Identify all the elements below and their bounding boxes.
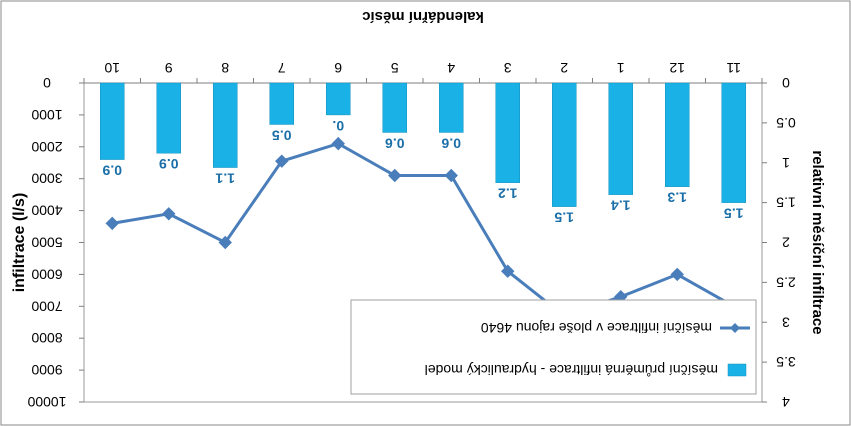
left-axis-tick-label: 0	[782, 75, 790, 91]
right-axis-tick-label: 7000	[31, 298, 62, 314]
bar-data-label: 1.1	[215, 171, 235, 187]
category-tick-label: 5	[391, 60, 399, 76]
bar	[382, 82, 407, 133]
bar	[156, 82, 181, 154]
bar	[495, 82, 520, 183]
right-axis-title: infiltrace (l/s)	[11, 193, 28, 293]
category-tick-label: 4	[447, 60, 455, 76]
category-tick-label: 3	[504, 60, 512, 76]
right-axis-tick-label: 0	[43, 75, 51, 91]
right-axis-tick-label: 8000	[31, 330, 62, 346]
left-axis-tick-label: 3.5	[776, 354, 796, 370]
line-marker	[388, 168, 402, 183]
left-axis-title: relativní měsíční infiltrace	[809, 150, 826, 334]
bar	[269, 82, 294, 125]
right-axis-tick-label: 3000	[31, 171, 62, 187]
bar-data-label: 0.6	[441, 135, 461, 151]
category-tick-label: 2	[560, 60, 568, 76]
category-tick-label: 7	[278, 60, 286, 76]
bar-data-label: 0.	[332, 118, 344, 134]
bar	[439, 82, 464, 133]
bar	[552, 82, 577, 207]
category-tick-label: 8	[221, 60, 229, 76]
bar-data-label: 1.3	[667, 190, 687, 206]
left-axis-tick-label: 3	[782, 314, 790, 330]
category-tick-label: 12	[669, 60, 685, 76]
line-marker	[444, 168, 458, 183]
line-series	[111, 141, 735, 318]
legend-label-bar: měsíční průměrná infiltrace - hydraulick…	[425, 362, 718, 378]
bar-data-label: 1.2	[498, 186, 518, 202]
bar-data-label: 0.6	[385, 135, 405, 151]
bar	[326, 82, 351, 116]
bar-data-label: 0.5	[272, 127, 292, 143]
bar-data-label: 1.5	[554, 210, 574, 226]
category-tick-label: 10	[104, 60, 120, 76]
line-marker	[105, 216, 119, 231]
line-marker	[501, 264, 515, 278]
bar-data-label: 0.9	[102, 163, 122, 179]
right-axis-tick-label: 5000	[31, 235, 62, 251]
line-marker	[614, 290, 628, 304]
left-axis-tick-label: 1	[782, 155, 790, 171]
bar-data-label: 0.9	[159, 156, 179, 172]
line-marker	[331, 136, 345, 151]
right-axis-tick-label: 6000	[31, 266, 62, 282]
legend-label-line: měsíční infiltrace v ploše rajonu 4640	[481, 320, 712, 336]
left-axis-tick-label: 2.5	[776, 274, 796, 290]
right-axis-tick-label: 9000	[31, 362, 62, 378]
bar	[608, 82, 633, 195]
legend-swatch-bar	[727, 363, 747, 377]
bar	[721, 82, 746, 203]
left-axis-tick-label: 0.5	[776, 115, 796, 131]
line-marker	[670, 267, 684, 282]
line-marker	[218, 235, 232, 250]
bar-data-label: 1.5	[724, 206, 744, 222]
right-axis-tick-label: 1000	[31, 107, 62, 123]
bar	[665, 82, 690, 187]
legend-swatch-marker	[730, 323, 740, 333]
line-marker	[275, 154, 289, 168]
left-axis-tick-label: 1.5	[776, 195, 796, 211]
left-axis-tick-label: 4	[782, 394, 790, 410]
category-tick-label: 11	[726, 60, 741, 76]
bar	[100, 82, 125, 160]
right-axis-tick-label: 4000	[31, 203, 62, 219]
legend-box	[350, 299, 757, 395]
right-axis-tick-label: 2000	[31, 139, 62, 155]
x-axis-title: kalendářní měsíc	[362, 8, 484, 25]
left-axis-tick-label: 2	[782, 235, 790, 251]
category-tick-label: 6	[334, 60, 342, 76]
bar-data-label: 1.4	[611, 198, 631, 214]
right-axis-tick-label: 10000	[27, 394, 66, 410]
category-tick-label: 9	[165, 60, 173, 76]
category-tick-label: 1	[617, 60, 625, 76]
bar	[213, 82, 238, 168]
line-marker	[162, 207, 176, 221]
